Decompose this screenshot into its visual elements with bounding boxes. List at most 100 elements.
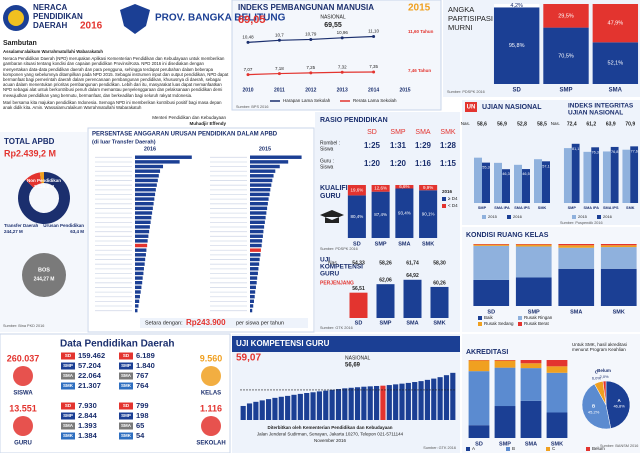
level-header: SMP (390, 129, 406, 136)
legend-swatch (506, 447, 510, 451)
panel-title: KOMPETENSI (320, 264, 363, 271)
bar (250, 220, 265, 225)
value-label: 87,4% (374, 212, 387, 217)
value-label: 10,7 (275, 32, 284, 37)
legend-label: < D4 (448, 203, 458, 208)
stacked-bar (347, 185, 366, 196)
bar (135, 253, 146, 257)
bar (266, 399, 272, 420)
group-name: SISWA (13, 391, 33, 397)
bar (250, 178, 273, 183)
bar (342, 388, 348, 420)
bar (135, 271, 144, 276)
group-icon (13, 366, 33, 386)
value-label: 76,3 (591, 150, 598, 154)
pie-label: 6,0% (592, 376, 602, 381)
x-tick-label: 2011 (274, 87, 285, 93)
category-label: SD (355, 320, 363, 326)
panel-title: INDEKS INTEGRITAS (568, 103, 634, 110)
bar (135, 169, 161, 173)
value-label: 19,6% (350, 187, 363, 192)
national-value: 56,9 (497, 121, 507, 127)
level-tag (119, 382, 133, 390)
value-label: 7,18 (275, 66, 284, 71)
value-label: 4,2% (510, 3, 523, 9)
donut-segment (25, 172, 42, 188)
stacked-bar (546, 360, 568, 367)
national-value: 70,9 (625, 121, 635, 127)
group-value: 1.393 (78, 421, 97, 430)
bar (424, 379, 430, 420)
pie-label: 46,8% (613, 404, 625, 409)
level-tag (119, 432, 133, 440)
bar (482, 162, 490, 203)
x-tick-label: 2014 (368, 87, 379, 93)
level-tag (61, 372, 75, 380)
panel-title: UJI KOMPETENSI GURU (236, 339, 330, 348)
bar (474, 157, 482, 203)
smk-note-text: Untuk SMK, hasil akreditasi menurut Prog… (572, 342, 628, 353)
ukg-band (232, 336, 460, 352)
stacked-bar (419, 190, 438, 238)
bar (250, 160, 289, 164)
bar (135, 248, 147, 252)
national-value: 58,6 (477, 121, 487, 127)
stacked-bar (546, 372, 568, 413)
bar (430, 286, 449, 318)
bar (310, 392, 316, 420)
category-label: SMK (551, 441, 563, 447)
bar (412, 382, 418, 420)
value-label: 56,51 (352, 286, 365, 292)
bar (135, 215, 152, 220)
category-label: SMK (422, 241, 434, 247)
ratio-value: 1:25 (364, 141, 381, 150)
category-label: SMK (538, 206, 547, 210)
group-total: 1.116 (200, 403, 222, 413)
bar (250, 276, 258, 280)
stacked-bar (494, 360, 516, 368)
national-value: 58,30 (433, 260, 446, 266)
stacked-bar (515, 244, 552, 247)
bar (367, 386, 373, 420)
category-label: SMK (626, 206, 635, 210)
stacked-bar (419, 185, 438, 191)
stacked-bar (395, 185, 414, 189)
value-label: 12,6% (374, 186, 387, 191)
level-label: SMP (63, 363, 73, 368)
level-label: SD (65, 403, 72, 408)
bar (534, 159, 542, 203)
legend-swatch (586, 447, 590, 451)
bar (610, 146, 619, 203)
group-value: 2.844 (78, 411, 98, 420)
stacked-bar (558, 244, 595, 246)
bar (250, 271, 258, 276)
bar (135, 229, 150, 234)
value-label: 9,9% (423, 185, 433, 190)
bar (571, 143, 580, 203)
category-label: SMK (433, 320, 445, 326)
level-label: SMK (121, 383, 132, 388)
group-value: 57.204 (78, 361, 102, 370)
level-tag (61, 362, 75, 370)
bos-value: 244,27 M (34, 276, 55, 282)
value-label: 81,1 (572, 147, 579, 151)
level-tag (119, 402, 133, 410)
bar (272, 397, 278, 420)
group-value: 22.064 (78, 371, 102, 380)
legend-swatch (478, 316, 482, 320)
bar (253, 401, 259, 420)
bar (250, 280, 257, 285)
signature: Muhadjir Effendy (189, 121, 226, 126)
national-value: 69,55 (324, 22, 342, 29)
stacked-bar (600, 247, 637, 269)
line (247, 71, 374, 76)
x-tick-label: 2010 (242, 87, 253, 93)
bar (135, 299, 140, 304)
bar (135, 280, 143, 285)
bar (250, 239, 263, 243)
bar (630, 146, 639, 203)
value-label: 10,48 (242, 35, 254, 40)
badge-label: UN (467, 105, 476, 111)
source: Sumber: PDSPK 2016 (320, 247, 358, 251)
